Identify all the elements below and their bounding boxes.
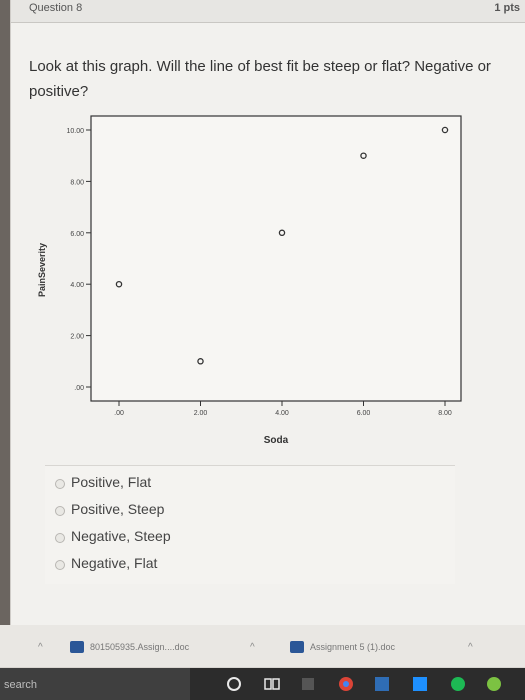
scatter-point (441, 126, 449, 134)
question-header: Question 8 1 pts (11, 0, 525, 23)
app-icon[interactable] (486, 676, 502, 692)
question-text: Look at this graph. Will the line of bes… (29, 58, 491, 100)
taskbar-app-icon[interactable] (300, 676, 316, 692)
y-tick-label: 10.00 (66, 128, 84, 135)
scatter-point (360, 152, 367, 159)
option-label: Positive, Flat (71, 474, 152, 490)
answer-options: Positive, Flat Positive, Steep Negative,… (45, 465, 455, 584)
search-placeholder: search (4, 679, 38, 691)
download-label: Assignment 5 (1).doc (310, 642, 396, 652)
option-negative-flat[interactable]: Negative, Flat (55, 555, 435, 577)
x-tick-label: 2.00 (194, 410, 208, 417)
chevron-up-icon[interactable]: ^ (38, 642, 43, 653)
y-tick-label: 8.00 (70, 179, 84, 186)
chevron-up-icon[interactable]: ^ (468, 642, 473, 653)
scatter-chart-svg: .00 2.00 4.00 6.00 8.00 10.00 .00 2.00 4.00 6.00… (37, 115, 462, 446)
office-icon[interactable] (374, 676, 390, 692)
taskbar-search-box[interactable]: search (0, 668, 190, 700)
x-tick-label: .00 (114, 410, 124, 417)
data-points (115, 126, 449, 365)
download-label: 801505935.Assign....doc (90, 642, 190, 652)
x-axis-ticks: .00 2.00 4.00 6.00 8.00 (114, 401, 452, 417)
x-tick-label: 4.00 (275, 410, 289, 417)
question-card: Question 8 1 pts Look at this graph. Wil… (10, 0, 525, 640)
word-doc-icon (290, 641, 304, 653)
option-negative-steep[interactable]: Negative, Steep (55, 528, 435, 550)
downloads-bar (0, 625, 525, 667)
radio-button[interactable] (55, 479, 65, 489)
download-item[interactable]: Assignment 5 (1).doc (290, 640, 460, 658)
radio-button[interactable] (55, 506, 65, 516)
option-label: Positive, Steep (71, 501, 165, 517)
scatter-point (278, 229, 286, 237)
question-title: Question 8 (29, 2, 83, 14)
task-view-icon[interactable] (264, 676, 280, 692)
plot-frame (90, 115, 462, 402)
y-tick-label: .00 (74, 385, 84, 392)
word-doc-icon (70, 641, 84, 653)
option-positive-flat[interactable]: Positive, Flat (55, 474, 435, 496)
question-points: 1 pts (494, 2, 520, 14)
x-tick-label: 8.00 (438, 410, 452, 417)
x-axis-label: Soda (264, 435, 289, 446)
windows-taskbar: search (0, 668, 525, 700)
x-tick-label: 6.00 (357, 410, 371, 417)
option-label: Negative, Steep (71, 528, 171, 544)
scatter-point (197, 358, 204, 365)
y-tick-label: 4.00 (70, 282, 84, 289)
cortana-icon[interactable] (226, 676, 242, 692)
radio-button[interactable] (55, 533, 65, 543)
radio-button[interactable] (55, 560, 65, 570)
y-axis-ticks: .00 2.00 4.00 6.00 8.00 10.00 (66, 128, 91, 392)
chevron-up-icon[interactable]: ^ (250, 642, 255, 653)
y-tick-label: 6.00 (70, 231, 84, 238)
y-axis-label: PainSeverity (37, 243, 47, 297)
option-label: Negative, Flat (71, 555, 158, 571)
store-icon[interactable] (412, 676, 428, 692)
spotify-icon[interactable] (450, 676, 466, 692)
chrome-icon[interactable] (338, 676, 354, 692)
y-tick-label: 2.00 (70, 334, 84, 341)
scatter-chart: .00 2.00 4.00 6.00 8.00 10.00 .00 2.00 4.00 6.00… (11, 110, 481, 460)
download-item[interactable]: 801505935.Assign....doc (70, 640, 240, 658)
photo-edge (0, 0, 10, 640)
scatter-point (115, 280, 123, 288)
option-positive-steep[interactable]: Positive, Steep (55, 501, 435, 523)
